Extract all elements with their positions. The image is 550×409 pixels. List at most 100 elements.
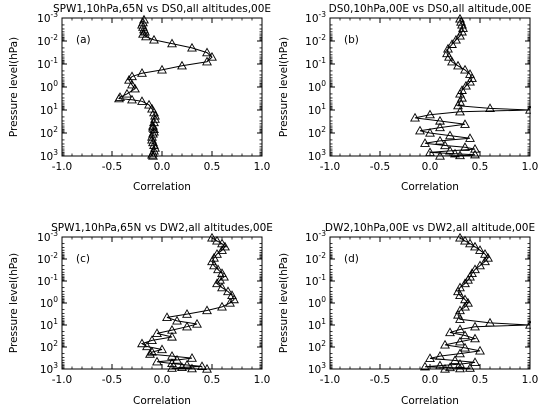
y-tick-label: 102: [308, 339, 326, 354]
panel-d-series: [420, 233, 531, 373]
triangle-marker: [483, 252, 493, 262]
panel-b: DS0,10hPa,00E vs DS0,all altitude,00E (b)…: [278, 3, 538, 193]
triangle-marker: [445, 130, 455, 140]
triangle-marker: [485, 317, 495, 327]
panel-d-label: (d): [344, 253, 359, 265]
triangle-marker: [420, 361, 430, 371]
triangle-marker: [202, 305, 212, 315]
triangle-marker: [450, 148, 460, 158]
triangle-marker: [445, 362, 455, 372]
triangle-marker: [445, 145, 455, 155]
y-tick-label: 101: [308, 317, 326, 332]
panel-c: SPW1,10hPa,65N vs DW2,all altitudes,00E (…: [8, 222, 273, 407]
triangle-marker: [425, 147, 435, 157]
triangle-marker: [141, 31, 151, 41]
triangle-marker: [455, 348, 465, 358]
panel-a-series: [114, 14, 217, 160]
triangle-marker: [137, 68, 147, 77]
triangle-marker: [415, 125, 425, 135]
y-tick-label: 100: [308, 79, 326, 94]
x-tick-label: -0.5: [102, 161, 123, 173]
triangle-marker: [162, 312, 172, 321]
y-tick-label: 10-2: [305, 251, 326, 266]
triangle-marker: [440, 140, 450, 150]
x-tick-label: 0.5: [204, 161, 221, 173]
triangle-marker: [225, 297, 235, 307]
y-tick-label: 10-2: [37, 33, 58, 48]
y-tick-label: 10-2: [37, 251, 58, 266]
triangle-marker: [127, 71, 137, 81]
triangle-marker: [202, 363, 212, 373]
panel-d-title: DW2,10hPa,00E vs DW2,all altitude,00E: [325, 222, 535, 234]
triangle-marker: [182, 321, 192, 331]
panel-c-series: [137, 233, 239, 373]
triangle-marker: [167, 363, 177, 372]
y-axis-label: Pressure level(hPa): [278, 253, 290, 353]
triangle-marker: [460, 119, 470, 128]
triangle-marker: [455, 324, 465, 334]
panel-b-label: (b): [344, 34, 359, 46]
x-axis-label: Correlation: [133, 395, 191, 407]
triangle-marker: [460, 301, 470, 311]
triangle-marker: [150, 114, 160, 123]
x-tick-label: -0.5: [102, 374, 123, 386]
y-tick-label: 101: [40, 102, 58, 117]
triangle-marker: [453, 100, 463, 110]
triangle-marker: [202, 56, 212, 66]
triangle-marker: [455, 30, 465, 40]
triangle-marker: [470, 357, 480, 366]
triangle-marker: [465, 238, 475, 248]
panel-c-title: SPW1,10hPa,65N vs DW2,all altitudes,00E: [51, 222, 273, 234]
triangle-marker: [525, 104, 531, 114]
triangle-marker: [150, 110, 160, 120]
x-tick-label: -1.0: [320, 374, 341, 386]
triangle-marker: [465, 133, 475, 142]
triangle-marker: [172, 354, 182, 364]
triangle-marker: [142, 341, 152, 351]
triangle-marker: [207, 233, 217, 242]
panel-a-axes-frame: [61, 17, 263, 157]
y-tick-label: 10-1: [305, 273, 326, 288]
triangle-marker: [443, 43, 453, 53]
series-line: [118, 19, 213, 157]
triangle-marker: [453, 60, 463, 70]
triangle-marker: [435, 135, 445, 145]
x-tick-label: 0.5: [472, 161, 489, 173]
triangle-marker: [460, 142, 470, 151]
x-tick-label: 0.5: [204, 374, 221, 386]
triangle-marker: [435, 150, 445, 160]
triangle-marker: [187, 42, 197, 52]
y-tick-label: 10-1: [305, 56, 326, 71]
triangle-marker: [114, 93, 124, 103]
triangle-marker: [122, 88, 132, 98]
triangle-marker: [215, 274, 225, 284]
y-axis-label: Pressure level(hPa): [8, 37, 20, 137]
x-tick-label: 0.0: [422, 374, 439, 386]
triangle-marker: [137, 96, 147, 105]
triangle-marker: [455, 359, 465, 368]
triangle-marker: [124, 74, 134, 84]
triangle-marker: [213, 264, 223, 274]
triangle-marker: [440, 363, 450, 373]
y-tick-label: 101: [308, 102, 326, 117]
triangle-marker: [470, 264, 480, 274]
x-tick-label: -1.0: [320, 161, 341, 173]
y-tick-label: 102: [40, 125, 58, 140]
panel-d: DW2,10hPa,00E vs DW2,all altitude,00E (d)…: [278, 222, 538, 407]
triangle-marker: [187, 353, 197, 362]
triangle-marker: [217, 282, 227, 292]
triangle-marker: [455, 14, 465, 23]
triangle-marker: [149, 124, 159, 134]
triangle-marker: [217, 301, 227, 311]
triangle-marker: [455, 336, 465, 346]
triangle-marker: [458, 23, 468, 32]
triangle-marker: [147, 346, 157, 356]
y-tick-label: 103: [308, 148, 326, 163]
y-tick-label: 10-3: [305, 229, 326, 244]
y-tick-label: 100: [40, 79, 58, 94]
triangle-marker: [182, 309, 192, 318]
y-tick-label: 103: [40, 148, 58, 163]
triangle-marker: [149, 107, 159, 117]
x-tick-label: -1.0: [52, 374, 73, 386]
